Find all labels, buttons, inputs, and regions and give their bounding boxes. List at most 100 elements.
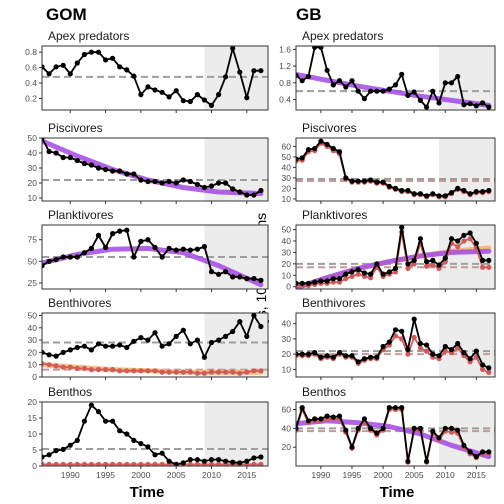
point-total-gb-benthivores-2010 bbox=[442, 343, 448, 350]
point-commercial-gom-benthivores-2008 bbox=[194, 370, 200, 376]
strip-title-gom-apex-predators: Apex predators bbox=[48, 29, 129, 43]
point-total-gb-benthivores-1987 bbox=[299, 351, 305, 357]
point-total-gom-benthos-2008 bbox=[194, 457, 200, 463]
y-tick-label-gb-piscivores-30: 30 bbox=[282, 173, 292, 183]
point-total-gb-apex-predators-2007 bbox=[424, 104, 430, 110]
point-total-gb-piscivores-2014 bbox=[467, 191, 473, 197]
point-total-gb-piscivores-2009 bbox=[436, 193, 442, 199]
point-total-gb-piscivores-1999 bbox=[374, 179, 380, 185]
point-total-gb-planktivores-1996 bbox=[355, 267, 361, 273]
point-total-gom-planktivores-1998 bbox=[124, 227, 130, 233]
point-total-gom-apex-predators-2007 bbox=[187, 98, 193, 105]
point-commercial-gom-benthos-1990 bbox=[67, 461, 73, 466]
point-total-gom-planktivores-2009 bbox=[201, 244, 207, 250]
point-commercial-gom-benthivores-2000 bbox=[138, 368, 144, 374]
point-total-gb-piscivores-1993 bbox=[336, 149, 343, 155]
point-commercial-gb-planktivores-2017 bbox=[486, 264, 492, 270]
point-total-gb-benthos-1996 bbox=[355, 425, 361, 431]
point-total-gb-planktivores-2002 bbox=[392, 265, 399, 271]
point-total-gom-planktivores-1989 bbox=[60, 254, 66, 260]
point-total-gb-benthivores-2011 bbox=[448, 347, 455, 353]
point-total-gb-piscivores-1989 bbox=[312, 145, 318, 152]
point-total-gom-benthos-2000 bbox=[138, 441, 144, 447]
point-total-gb-benthivores-1999 bbox=[374, 354, 380, 360]
point-total-gb-apex-predators-1996 bbox=[355, 88, 361, 94]
panel-gom-piscivores: Piscivores 10 20 30 40 50 bbox=[28, 121, 269, 204]
point-total-gb-planktivores-1987 bbox=[299, 280, 305, 286]
point-total-gb-benthos-1989 bbox=[312, 416, 318, 422]
point-commercial-gom-benthivores-1996 bbox=[110, 367, 116, 373]
point-total-gb-benthos-2001 bbox=[386, 405, 392, 411]
point-total-gom-piscivores-2007 bbox=[187, 178, 193, 185]
point-commercial-gb-benthos-2011 bbox=[448, 429, 455, 435]
point-total-gb-apex-predators-2010 bbox=[442, 80, 448, 86]
panel-frame-gb-benthos bbox=[295, 401, 496, 467]
y-tick-label-gb-apex-predators-0-4: 0.4 bbox=[279, 95, 291, 105]
plot-area-gom-benthos bbox=[42, 402, 268, 466]
point-total-gom-planktivores-2012 bbox=[223, 269, 229, 275]
point-total-gom-benthos-2013 bbox=[230, 459, 236, 465]
point-commercial-gom-benthos-2016 bbox=[251, 461, 257, 466]
strip-title-gb-planktivores: Planktivores bbox=[302, 208, 367, 222]
x-axis-title-gom: Time bbox=[130, 484, 165, 501]
point-total-gom-apex-predators-2008 bbox=[194, 92, 200, 98]
point-commercial-gb-benthivores-2017 bbox=[486, 369, 492, 375]
point-total-gom-benthos-1999 bbox=[131, 437, 137, 443]
y-tick-label-gom-planktivores-25: 25 bbox=[28, 278, 38, 288]
point-total-gb-benthos-1988 bbox=[305, 418, 311, 424]
point-total-gom-piscivores-2013 bbox=[230, 186, 236, 192]
point-total-gom-planktivores-1996 bbox=[110, 231, 116, 237]
point-commercial-gom-benthivores-1994 bbox=[95, 367, 102, 373]
point-commercial-gom-benthivores-2012 bbox=[223, 369, 229, 375]
point-total-gom-benthivores-2009 bbox=[201, 354, 207, 360]
point-total-gom-planktivores-2017 bbox=[258, 277, 264, 283]
point-total-gom-benthos-2017 bbox=[258, 454, 264, 460]
point-total-gb-benthivores-2017 bbox=[486, 365, 492, 371]
y-tick-label-gb-piscivores-60: 60 bbox=[282, 141, 292, 151]
y-tick-label-gom-benthivores-40: 40 bbox=[28, 323, 38, 333]
point-total-gom-planktivores-2013 bbox=[230, 274, 236, 280]
point-commercial-gom-benthos-2003 bbox=[159, 461, 165, 466]
point-total-gom-benthos-1997 bbox=[117, 428, 123, 434]
plot-area-gb-piscivores bbox=[296, 138, 495, 201]
point-total-gom-piscivores-2009 bbox=[201, 184, 207, 191]
point-total-gb-benthivores-2003 bbox=[399, 328, 405, 334]
point-commercial-gom-benthos-2008 bbox=[194, 461, 200, 466]
point-total-gom-apex-predators-1997 bbox=[117, 64, 123, 70]
point-total-gb-benthivores-1992 bbox=[330, 354, 336, 360]
y-tick-label-gb-benthivores-10: 10 bbox=[282, 364, 292, 374]
point-total-gom-benthos-1990 bbox=[67, 442, 73, 448]
point-total-gb-benthivores-1996 bbox=[355, 359, 361, 365]
y-tick-label-gom-planktivores-75: 75 bbox=[28, 235, 38, 245]
point-total-gom-benthos-1994 bbox=[95, 409, 102, 415]
point-total-gb-apex-predators-2015 bbox=[473, 103, 479, 109]
point-total-gom-benthos-2003 bbox=[159, 450, 165, 456]
point-total-gom-piscivores-1994 bbox=[95, 165, 102, 171]
y-tick-label-gb-piscivores-40: 40 bbox=[282, 162, 292, 172]
point-commercial-gom-benthivores-1987 bbox=[46, 362, 52, 368]
point-commercial-gb-planktivores-2016 bbox=[480, 264, 486, 270]
point-total-gom-benthos-2007 bbox=[187, 457, 193, 463]
y-tick-label-gom-apex-predators-0-8: 0.8 bbox=[25, 47, 37, 57]
point-total-gom-apex-predators-1991 bbox=[74, 60, 80, 66]
point-total-gom-apex-predators-1995 bbox=[103, 57, 109, 63]
point-total-gom-benthivores-1992 bbox=[81, 343, 87, 349]
point-total-gb-apex-predators-1989 bbox=[312, 46, 318, 50]
point-total-gb-planktivores-1995 bbox=[349, 269, 355, 275]
panel-gom-apex-predators: Apex predators 0.2 0.4 0.6 0.8 bbox=[25, 29, 269, 113]
point-total-gom-piscivores-1996 bbox=[110, 168, 116, 174]
point-total-gom-benthos-1986 bbox=[42, 454, 45, 460]
point-total-gb-apex-predators-1994 bbox=[343, 84, 349, 90]
point-commercial-gom-benthos-1991 bbox=[74, 461, 80, 466]
point-total-gb-piscivores-1996 bbox=[355, 178, 361, 184]
panel-gom-benthos: Benthos 0 5 10 15 20 1990 1995 2000 2005 2010 2015 bbox=[28, 385, 269, 480]
point-total-gb-benthos-2003 bbox=[399, 405, 405, 411]
point-total-gom-piscivores-1986 bbox=[42, 138, 45, 141]
strip-title-gb-benthivores: Benthivores bbox=[302, 296, 365, 310]
y-tick-label-gom-piscivores-50: 50 bbox=[28, 133, 38, 143]
point-total-gb-piscivores-2008 bbox=[430, 191, 436, 197]
point-total-gb-benthos-1990 bbox=[318, 416, 324, 422]
point-total-gb-apex-predators-1990 bbox=[318, 46, 324, 50]
